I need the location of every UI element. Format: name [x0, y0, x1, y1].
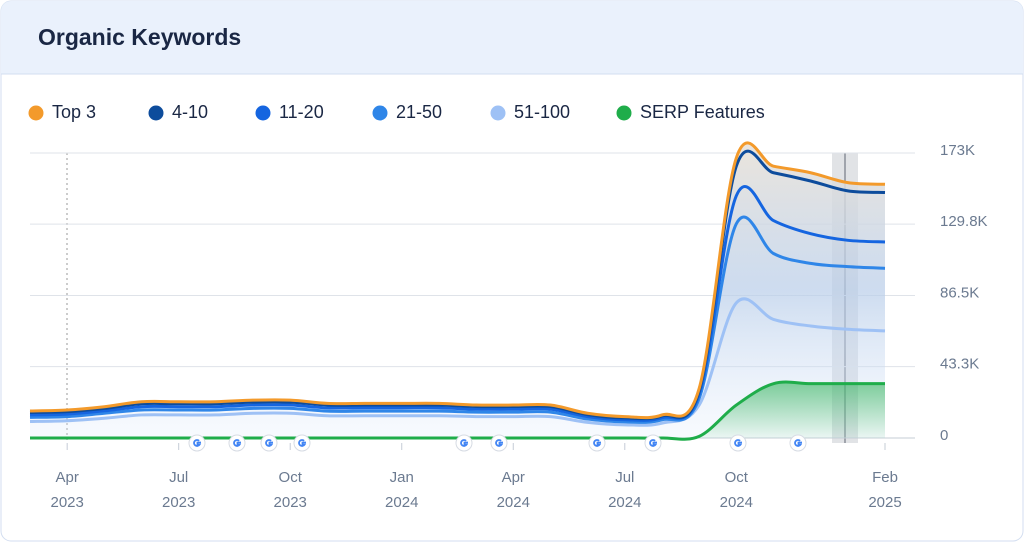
x-tick-label-line: 2024 [497, 494, 530, 511]
x-tick-label: Oct 2023 [274, 469, 307, 511]
legend-label: 4-10 [172, 102, 208, 122]
y-tick-label: 129.8K [940, 213, 988, 230]
legend-label: 21-50 [396, 102, 442, 122]
x-tick-label: Oct 2024 [720, 469, 753, 511]
icon-g [460, 439, 469, 447]
google-update-icon [228, 434, 246, 452]
legend: Top 3 4-10 11-20 21-50 51-100 SERP Features [28, 102, 765, 122]
x-tick-label-line: 2023 [274, 494, 307, 511]
legend-swatch [28, 105, 44, 121]
icon-g [495, 439, 504, 447]
legend-swatch [372, 105, 388, 121]
google-update-icon [260, 434, 278, 452]
legend-label: Top 3 [52, 102, 96, 122]
icon-g [734, 439, 743, 447]
x-tick-label-line: Jan [390, 469, 414, 486]
icon-g [794, 439, 803, 447]
legend-swatch [255, 105, 271, 121]
y-tick-label: 86.5K [940, 284, 979, 301]
chart-title: Organic Keywords [38, 24, 241, 50]
x-tick-label-line: Oct [279, 469, 303, 486]
legend-label: SERP Features [640, 102, 765, 122]
google-update-icon [644, 434, 662, 452]
google-update-icon [588, 434, 606, 452]
x-tick-label-line: Oct [725, 469, 749, 486]
y-tick-label: 173K [940, 142, 975, 159]
x-tick-label: Apr 2024 [497, 469, 530, 511]
x-tick-label-line: 2023 [50, 494, 83, 511]
y-tick-label: 0 [940, 427, 948, 444]
icon-g [265, 439, 274, 447]
x-tick-label: Feb 2025 [868, 469, 901, 511]
icon-g [193, 439, 202, 447]
x-tick-label-line: 2024 [385, 494, 418, 511]
series-line [29, 215, 886, 424]
x-tick-label: Apr 2023 [50, 469, 83, 511]
legend-swatch [148, 105, 164, 121]
card-header [1, 1, 1023, 74]
icon-g [593, 439, 602, 447]
series-line [29, 185, 886, 422]
x-tick-label-line: Jul [169, 469, 188, 486]
x-tick-label-line: 2023 [162, 494, 195, 511]
x-tick-label: Jan 2024 [385, 469, 418, 511]
x-tick-label-line: Apr [502, 469, 525, 486]
x-tick-label: Jul 2024 [608, 469, 641, 511]
google-update-icon [293, 434, 311, 452]
legend-label: 11-20 [279, 102, 324, 122]
x-tick-label-line: 2024 [720, 494, 753, 511]
x-tick-label-line: 2025 [868, 494, 901, 511]
legend-swatch [616, 105, 632, 121]
google-update-icon [455, 434, 473, 452]
legend-swatch [490, 105, 506, 121]
google-update-icon [490, 434, 508, 452]
legend-label: 51-100 [514, 102, 570, 122]
google-update-icon [729, 434, 747, 452]
y-tick-label: 43.3K [940, 356, 979, 373]
x-tick-label: Jul 2023 [162, 469, 195, 511]
google-update-icon [789, 434, 807, 452]
x-tick-label-line: Apr [56, 469, 79, 486]
icon-g [233, 439, 242, 447]
x-tick-label-line: Feb [872, 469, 898, 486]
x-tick-label-line: Jul [615, 469, 634, 486]
series-line [29, 297, 886, 427]
icon-g [298, 439, 307, 447]
google-update-icon [188, 434, 206, 452]
x-tick-label-line: 2024 [608, 494, 641, 511]
serp-area [30, 382, 885, 440]
series-line [29, 141, 886, 420]
icon-g [649, 439, 658, 447]
